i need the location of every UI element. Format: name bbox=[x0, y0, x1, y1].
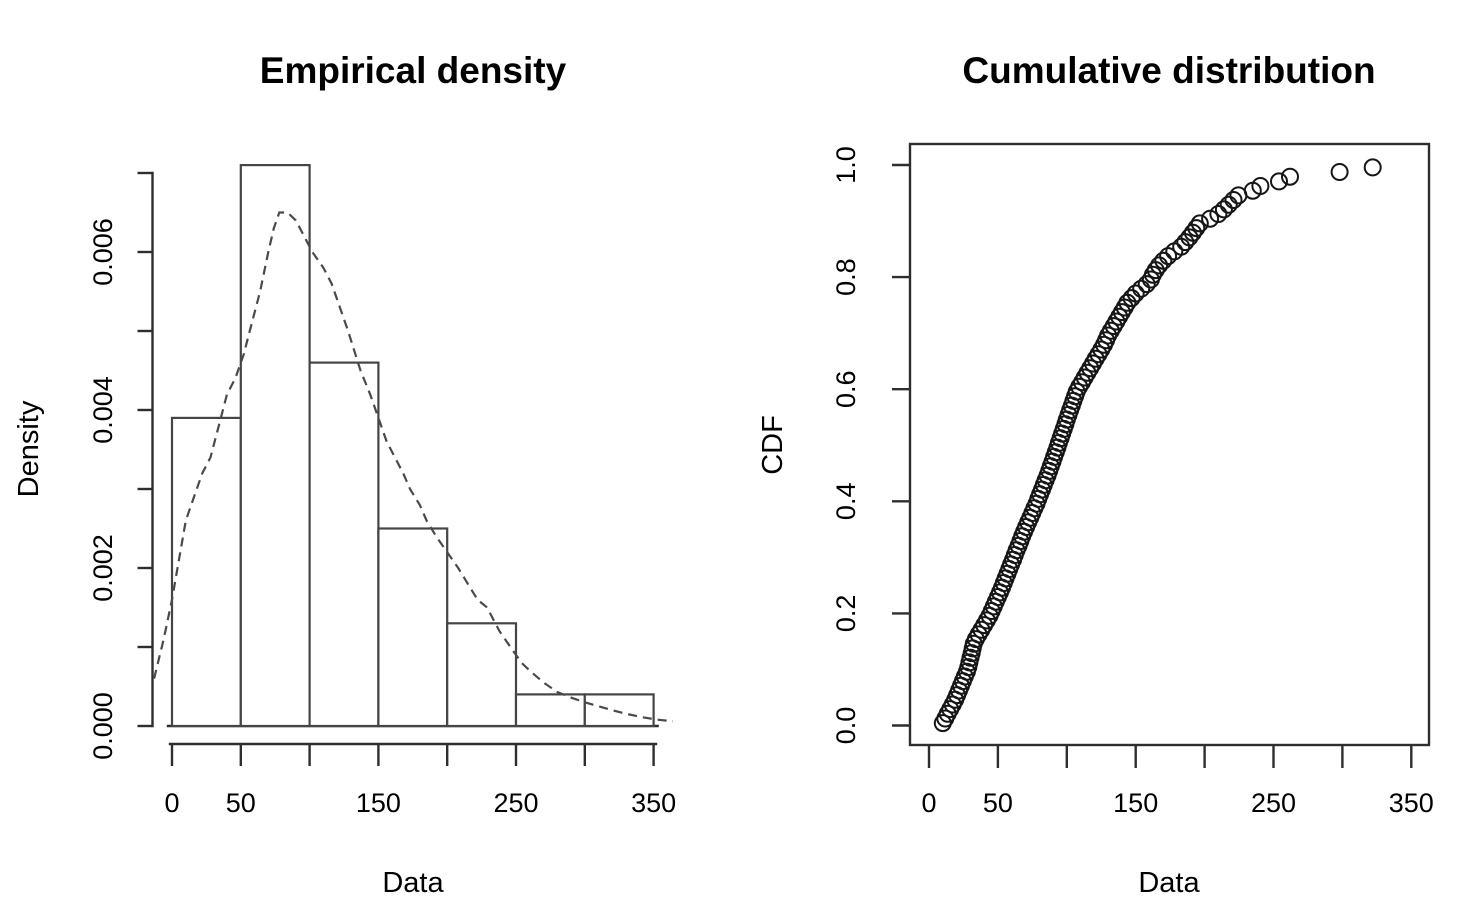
ecdf-point bbox=[1154, 251, 1173, 270]
ecdf-point bbox=[1209, 205, 1228, 223]
cumulative-distribution-plot: 0.0 0.2 0.4 0.6 0.8 1.0 0 50 150 250 350 Cumulativ… bbox=[757, 50, 1434, 899]
histogram-bars bbox=[166, 164, 659, 728]
right-y-tick-label: 0.8 bbox=[831, 258, 861, 296]
ecdf-point bbox=[1137, 275, 1156, 294]
left-plot-ylabel: Density bbox=[13, 400, 45, 497]
left-y-tick-label: 0.004 bbox=[88, 376, 118, 444]
left-x-tick-label: 50 bbox=[226, 788, 256, 818]
ecdf-point bbox=[1281, 167, 1299, 186]
left-plot-axes: 0.000 0.002 0.004 0.006 0 50 150 250 350 bbox=[88, 171, 676, 818]
ecdf-point bbox=[1132, 279, 1151, 298]
right-y-tick-label: 0.0 bbox=[831, 707, 861, 745]
right-x-tick-label: 0 bbox=[921, 788, 936, 818]
ecdf-point bbox=[1070, 377, 1089, 396]
right-x-tick-label: 150 bbox=[1113, 788, 1158, 818]
ecdf-point bbox=[1224, 191, 1243, 209]
ecdf-point bbox=[1143, 265, 1162, 284]
ecdf-point bbox=[1118, 293, 1137, 312]
ecdf-point bbox=[1270, 172, 1288, 191]
left-x-tick-label: 0 bbox=[164, 788, 179, 818]
ecdf-point bbox=[1330, 163, 1349, 181]
ecdf-point bbox=[1122, 289, 1141, 308]
ecdf-point bbox=[1086, 349, 1105, 368]
right-y-tick-label: 0.4 bbox=[831, 483, 861, 521]
ecdf-point bbox=[1214, 200, 1233, 219]
right-x-tick-label: 250 bbox=[1251, 788, 1296, 818]
right-plot-xlabel: Data bbox=[1138, 867, 1200, 899]
right-plot-axes: 0.0 0.2 0.4 0.6 0.8 1.0 0 50 150 250 350 bbox=[831, 146, 1434, 818]
ecdf-point bbox=[1219, 195, 1238, 214]
ecdf-point bbox=[969, 625, 988, 644]
histogram-bar bbox=[308, 361, 380, 728]
histogram-bar bbox=[377, 527, 449, 728]
right-plot-title: Cumulative distribution bbox=[962, 50, 1375, 91]
histogram-bar bbox=[446, 622, 518, 728]
right-y-tick-label: 1.0 bbox=[831, 146, 861, 184]
right-x-tick-label: 350 bbox=[1389, 788, 1434, 818]
density-curve bbox=[153, 211, 674, 723]
left-y-tick-label: 0.000 bbox=[88, 692, 118, 760]
histogram-bar bbox=[239, 164, 311, 728]
ecdf-point bbox=[1112, 303, 1131, 322]
right-plot-frame bbox=[908, 142, 1431, 747]
right-y-tick-label: 0.6 bbox=[831, 370, 861, 408]
left-plot-title: Empirical density bbox=[260, 50, 567, 91]
ecdf-point bbox=[1126, 284, 1145, 303]
left-plot-xlabel: Data bbox=[382, 867, 444, 899]
left-y-tick-label: 0.002 bbox=[88, 534, 118, 602]
ecdf-point bbox=[1150, 256, 1169, 275]
ecdf-point bbox=[1187, 219, 1206, 238]
left-x-tick-label: 250 bbox=[493, 788, 538, 818]
empirical-density-plot: 0.000 0.002 0.004 0.006 0 50 150 250 350 Empiric… bbox=[13, 50, 676, 899]
histogram-bar bbox=[170, 416, 242, 728]
ecdf-point bbox=[1363, 158, 1382, 177]
ecdf-points bbox=[933, 158, 1382, 733]
ecdf-point bbox=[1251, 177, 1270, 195]
left-x-tick-label: 350 bbox=[631, 788, 676, 818]
left-y-tick-label: 0.006 bbox=[88, 218, 118, 286]
right-y-tick-label: 0.2 bbox=[831, 595, 861, 633]
right-x-tick-label: 50 bbox=[983, 788, 1013, 818]
right-plot-ylabel: CDF bbox=[757, 415, 789, 475]
ecdf-point bbox=[1190, 214, 1209, 233]
histogram-bar bbox=[514, 693, 586, 728]
histogram-bar bbox=[583, 693, 655, 728]
left-x-tick-label: 150 bbox=[356, 788, 401, 818]
